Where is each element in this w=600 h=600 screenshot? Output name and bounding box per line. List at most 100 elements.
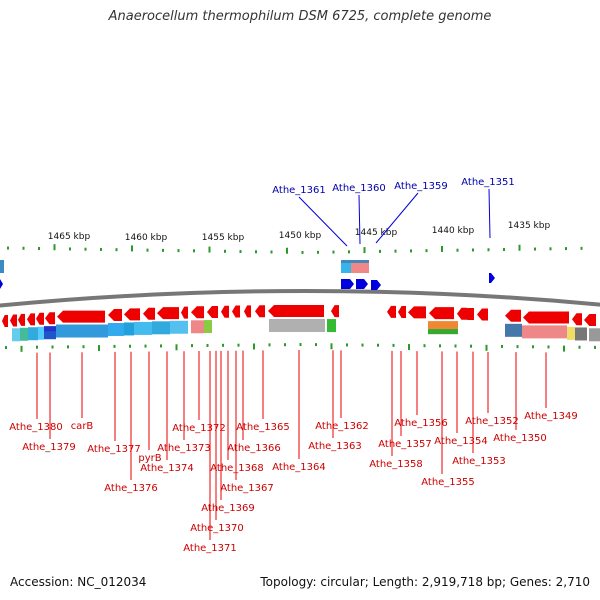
reverse-gene[interactable] — [408, 306, 426, 319]
scale-label: 1450 kbp — [279, 231, 322, 241]
reverse-gene[interactable] — [331, 305, 339, 318]
forward-gene[interactable] — [341, 279, 354, 289]
domain-block — [505, 323, 522, 337]
reverse-gene[interactable] — [207, 305, 218, 318]
forward-gene[interactable] — [489, 273, 495, 283]
gene-label[interactable]: Athe_1371 — [183, 543, 237, 554]
gene-label[interactable]: Athe_1351 — [461, 177, 515, 188]
scale-label: 1455 kbp — [202, 233, 245, 243]
reverse-gene[interactable] — [45, 312, 55, 325]
leader-line — [298, 196, 348, 247]
domain-block — [269, 319, 325, 333]
genome-summary-text: Topology: circular; Length: 2,919,718 bp… — [260, 575, 590, 589]
reverse-gene[interactable] — [429, 307, 454, 320]
reverse-gene[interactable] — [398, 306, 406, 319]
domain-block — [20, 327, 28, 341]
domain-block — [522, 325, 567, 339]
scale-label: 1445 kbp — [355, 228, 398, 238]
gene-label[interactable]: Athe_1361 — [272, 185, 326, 196]
domain-block — [341, 260, 369, 263]
domain-block — [341, 260, 351, 273]
gene-label[interactable]: Athe_1358 — [369, 459, 423, 470]
reverse-gene[interactable] — [255, 305, 265, 318]
gene-label[interactable]: Athe_1364 — [272, 462, 326, 473]
reverse-gene[interactable] — [191, 306, 204, 319]
reverse-gene[interactable] — [572, 313, 582, 326]
gene-label[interactable]: Athe_1380 — [9, 422, 63, 433]
reverse-gene[interactable] — [27, 313, 35, 326]
gene-label[interactable]: Athe_1370 — [190, 523, 244, 534]
forward-gene[interactable] — [356, 279, 368, 289]
gene-label[interactable]: Athe_1376 — [104, 483, 158, 494]
domain-block — [56, 324, 108, 338]
gene-label[interactable]: Athe_1369 — [201, 503, 255, 514]
gene-label[interactable]: Athe_1363 — [308, 441, 362, 452]
reverse-gene[interactable] — [124, 308, 140, 321]
gene-label[interactable]: Athe_1362 — [315, 421, 369, 432]
domain-block — [428, 329, 458, 335]
reverse-gene[interactable] — [157, 307, 179, 320]
domain-block — [124, 322, 134, 336]
gene-label[interactable]: Athe_1349 — [524, 411, 578, 422]
gene-label[interactable]: pyrB — [138, 453, 161, 464]
scale-label: 1435 kbp — [508, 221, 551, 231]
reverse-gene[interactable] — [181, 306, 188, 319]
gene-label[interactable]: Athe_1373 — [157, 443, 211, 454]
reverse-gene[interactable] — [387, 305, 396, 318]
gene-label[interactable]: Athe_1356 — [394, 418, 448, 429]
reverse-gene[interactable] — [18, 313, 25, 326]
domain-block — [28, 327, 38, 341]
forward-gene[interactable] — [0, 279, 3, 289]
forward-gene[interactable] — [371, 280, 381, 290]
domain-block — [108, 322, 124, 336]
reverse-gene[interactable] — [2, 315, 8, 327]
domain-block — [589, 328, 600, 342]
gene-label[interactable]: Athe_1355 — [421, 477, 475, 488]
gene-label[interactable]: Athe_1366 — [227, 443, 281, 454]
gene-label[interactable]: Athe_1360 — [332, 183, 386, 194]
reverse-gene[interactable] — [477, 308, 488, 321]
gene-label[interactable]: Athe_1377 — [87, 444, 141, 455]
domain-block — [567, 326, 575, 340]
reverse-gene[interactable] — [108, 309, 122, 322]
gene-label[interactable]: Athe_1365 — [236, 422, 290, 433]
gene-label[interactable]: Athe_1372 — [172, 423, 226, 434]
reverse-gene[interactable] — [523, 311, 569, 324]
gene-label[interactable]: Athe_1354 — [434, 436, 488, 447]
accession-text: Accession: NC_012034 — [10, 575, 147, 589]
gene-label[interactable]: Athe_1368 — [210, 463, 264, 474]
domain-block — [38, 326, 44, 340]
reverse-gene[interactable] — [268, 305, 324, 318]
scale-label: 1465 kbp — [48, 232, 91, 242]
map-title: Anaerocellum thermophilum DSM 6725, comp… — [108, 9, 492, 24]
reverse-gene[interactable] — [584, 314, 596, 327]
reverse-gene[interactable] — [462, 307, 474, 320]
gene-label[interactable]: Athe_1353 — [452, 456, 506, 467]
domain-block — [12, 328, 20, 342]
domain-block — [191, 320, 204, 334]
reverse-gene[interactable] — [10, 314, 17, 327]
reverse-gene[interactable] — [143, 307, 155, 320]
reverse-gene[interactable] — [232, 305, 240, 318]
gene-label[interactable]: Athe_1359 — [394, 181, 448, 192]
reverse-gene[interactable] — [57, 310, 105, 323]
domain-block — [327, 319, 336, 333]
gene-label[interactable]: Athe_1379 — [22, 442, 76, 453]
reverse-gene[interactable] — [457, 307, 467, 320]
leader-line — [358, 194, 361, 245]
reverse-gene[interactable] — [221, 305, 229, 318]
gene-label[interactable]: Athe_1367 — [220, 483, 274, 494]
leader-line — [375, 192, 419, 244]
chromosome-backbone — [0, 289, 600, 308]
gene-label[interactable]: Athe_1352 — [465, 416, 519, 427]
reverse-gene[interactable] — [244, 305, 251, 318]
domain-block — [204, 320, 212, 334]
gene-label[interactable]: Athe_1374 — [140, 463, 194, 474]
gene-label[interactable]: Athe_1357 — [378, 439, 432, 450]
reverse-gene[interactable] — [505, 309, 521, 322]
gene-label[interactable]: Athe_1350 — [493, 433, 547, 444]
reverse-gene[interactable] — [36, 312, 44, 325]
gene-label[interactable]: carB — [71, 421, 94, 432]
